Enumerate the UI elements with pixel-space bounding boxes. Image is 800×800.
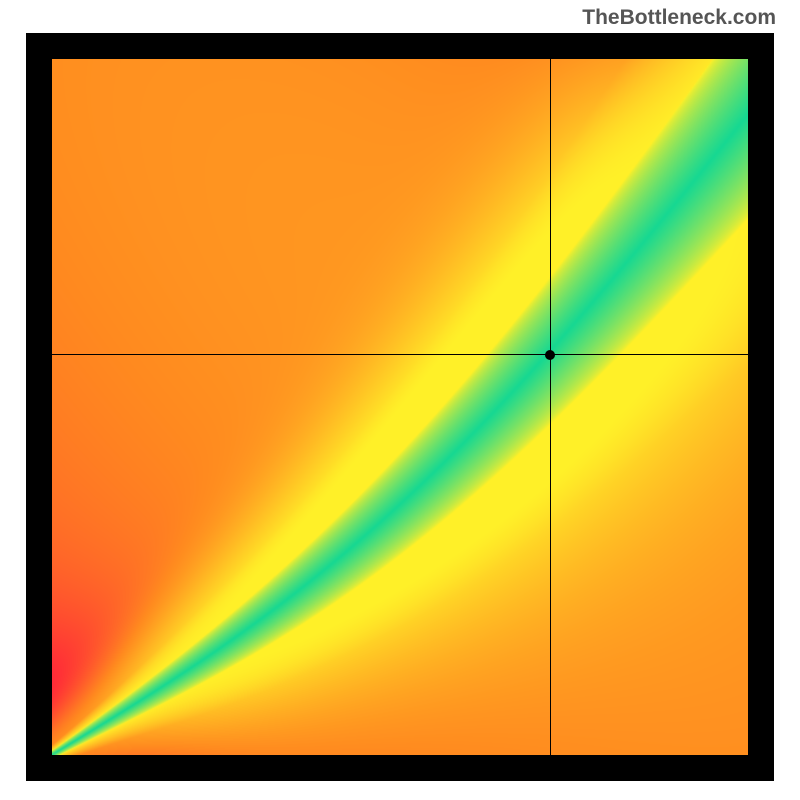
root-container: TheBottleneck.com	[0, 0, 800, 800]
crosshair-horizontal	[52, 354, 748, 355]
crosshair-vertical	[550, 59, 551, 755]
watermark-text: TheBottleneck.com	[582, 6, 776, 30]
heatmap-canvas	[52, 59, 748, 755]
